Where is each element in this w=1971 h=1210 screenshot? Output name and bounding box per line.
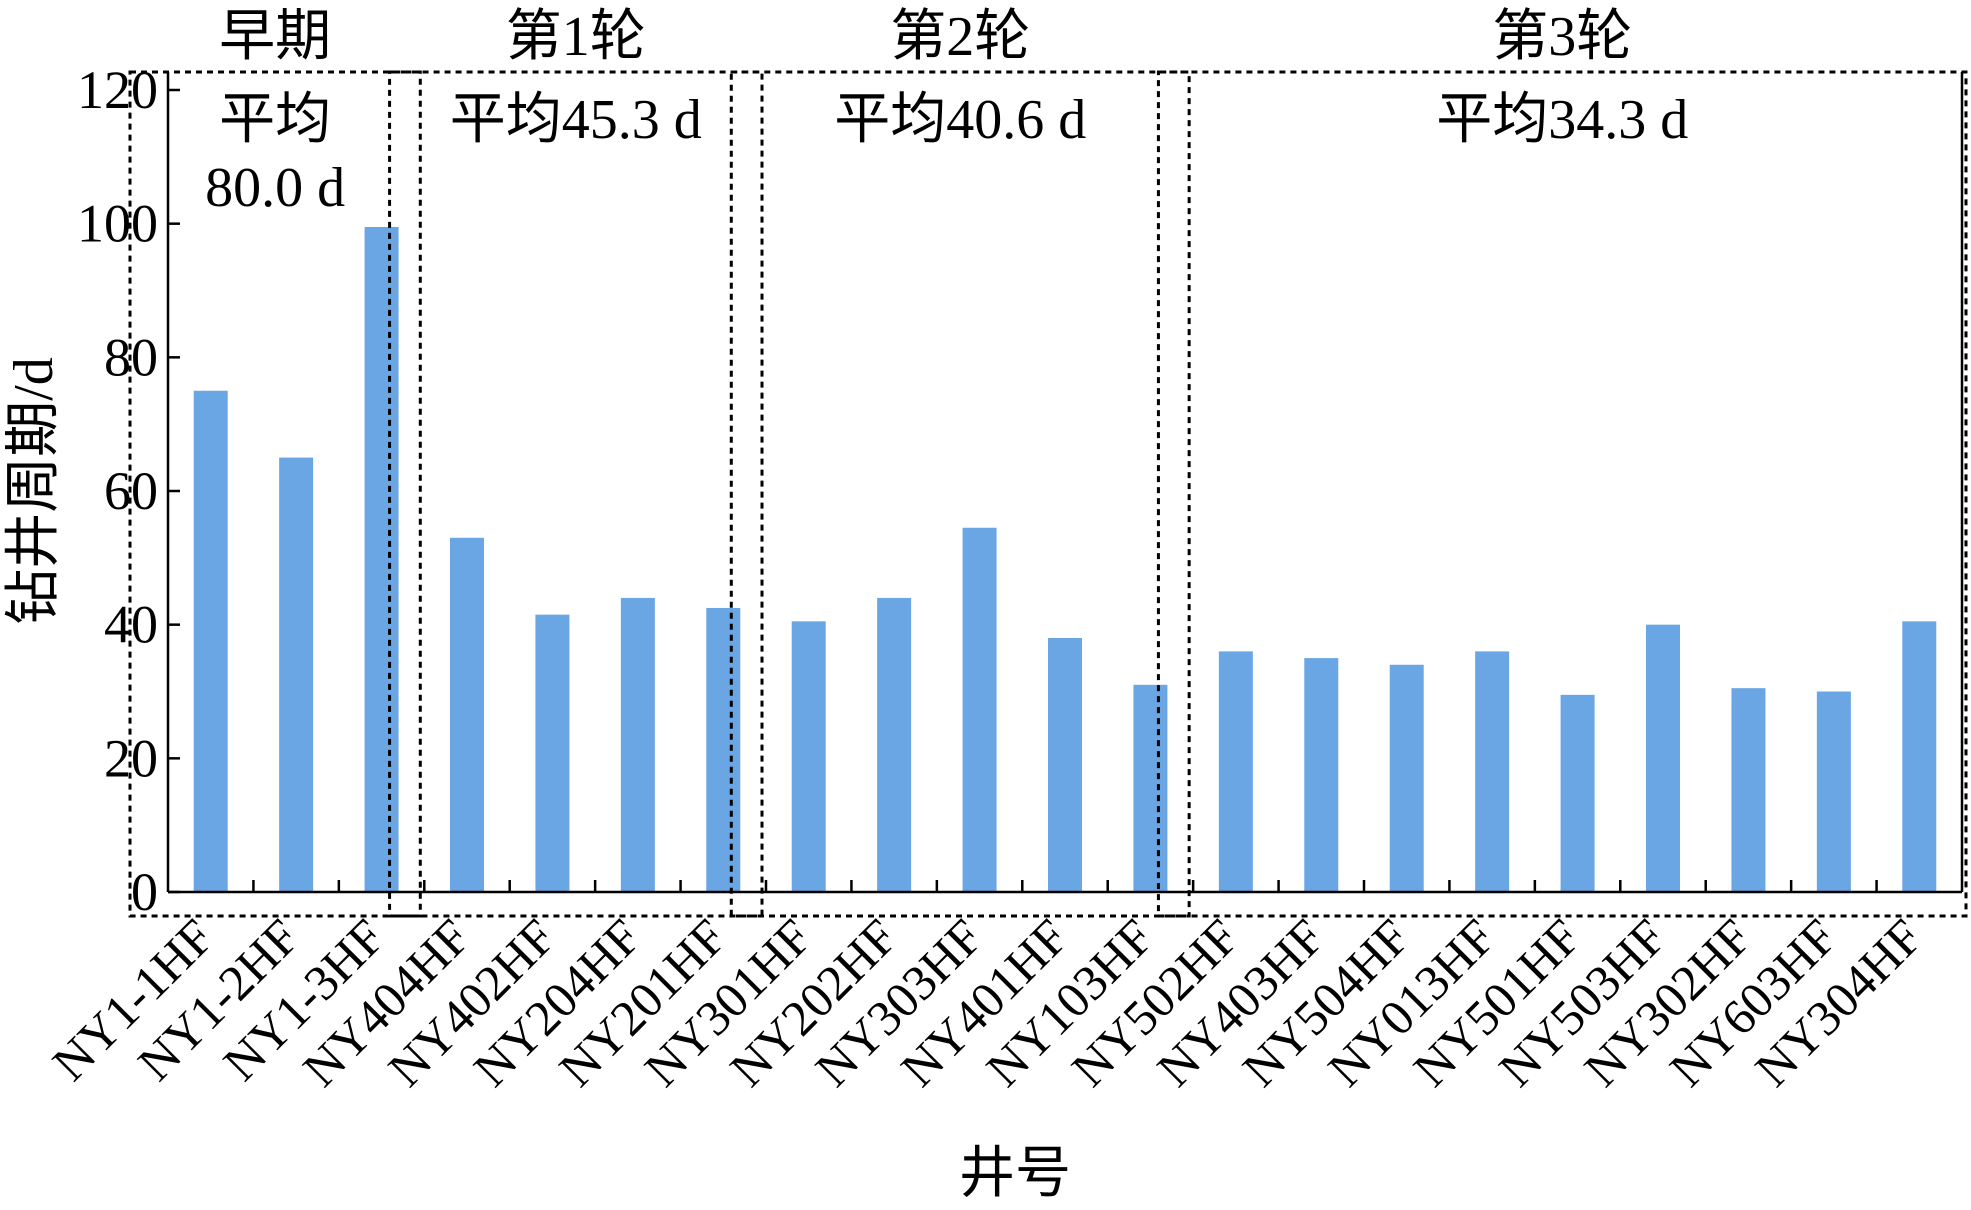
y-tick-label-120: 120 [77,60,158,120]
group-average-1-0: 平均45.3 d [450,89,702,151]
group-average-2-0: 平均40.6 d [834,89,1086,151]
bar-NY401HF [1048,638,1082,892]
group-title-0: 早期 [219,6,331,68]
x-axis-title: 井号 [959,1143,1071,1205]
bar-NY201HF [706,607,741,892]
group-average-0-1: 80.0 d [205,157,345,219]
group-box-0 [128,70,422,918]
group-average-0-0: 平均 [219,89,331,151]
bar-NY402HF [535,614,570,892]
bar-NY302HF [1731,688,1766,892]
bar-NY202HF [877,597,912,892]
bar-NY603HF [1816,691,1851,892]
bar-NY503HF [1646,624,1680,892]
bar-NY304HF [1902,621,1937,892]
bar-NY204HF [620,597,655,892]
y-tick-label-0: 0 [131,862,158,922]
group-box-1 [388,70,764,918]
y-axis-title: 钻井周期/d [3,357,65,625]
bar-NY1-2HF [279,457,314,892]
bar-NY403HF [1304,658,1339,892]
bar-NY013HF [1475,651,1510,892]
bar-NY1-3HF [364,227,399,893]
group-box-2 [729,70,1191,918]
group-title-2: 第2轮 [890,6,1030,68]
bar-NY103HF [1133,684,1168,892]
group-title-3: 第3轮 [1492,6,1632,68]
group-average-3-0: 平均34.3 d [1436,89,1688,151]
bar-NY303HF [962,527,997,892]
bar-NY501HF [1560,694,1595,892]
y-tick-label-20: 20 [104,728,158,788]
bar-NY301HF [791,621,826,892]
group-title-1: 第1轮 [506,6,646,68]
bar-NY504HF [1389,664,1424,892]
bar-NY502HF [1218,651,1253,892]
bar-NY1-1HF [193,390,228,892]
bar-NY404HF [450,537,484,892]
y-tick-label-100: 100 [77,194,158,254]
